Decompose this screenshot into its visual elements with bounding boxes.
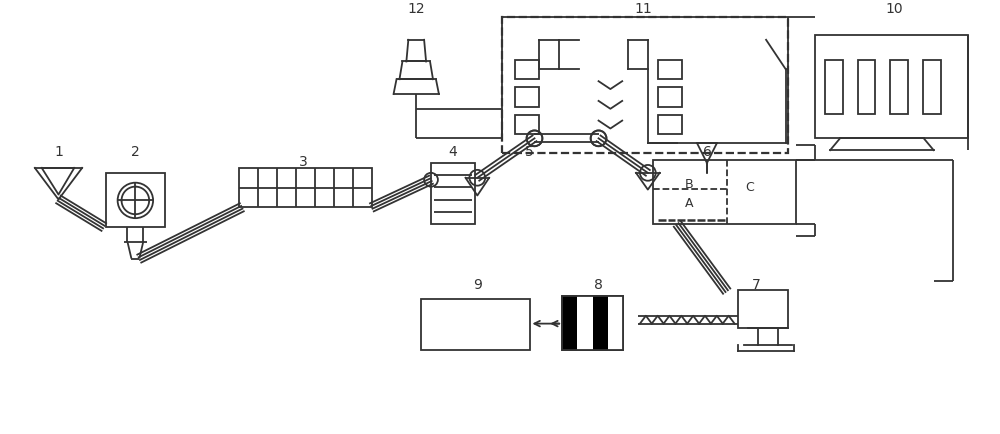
- Text: 4: 4: [448, 145, 457, 159]
- Bar: [562, 296, 623, 350]
- Bar: [562, 296, 623, 350]
- Bar: [421, 299, 530, 350]
- Bar: [106, 174, 165, 227]
- Bar: [825, 60, 843, 115]
- Bar: [515, 60, 539, 80]
- Text: 9: 9: [473, 277, 482, 291]
- Text: 11: 11: [634, 2, 652, 16]
- Text: C: C: [745, 180, 754, 193]
- Bar: [431, 164, 475, 224]
- Text: 10: 10: [885, 2, 903, 16]
- Text: 8: 8: [594, 277, 603, 291]
- Text: 6: 6: [703, 145, 711, 159]
- Text: 2: 2: [131, 145, 140, 159]
- Text: 7: 7: [752, 277, 761, 291]
- Text: 5: 5: [525, 145, 534, 159]
- Text: 12: 12: [407, 2, 425, 16]
- Text: 3: 3: [299, 155, 307, 168]
- Bar: [658, 115, 682, 135]
- Bar: [658, 88, 682, 108]
- Bar: [658, 60, 682, 80]
- Bar: [653, 161, 796, 224]
- Bar: [239, 168, 372, 208]
- Bar: [608, 296, 623, 350]
- Bar: [923, 60, 941, 115]
- Bar: [515, 88, 539, 108]
- Text: A: A: [685, 197, 693, 210]
- Bar: [562, 296, 577, 350]
- Bar: [858, 60, 875, 115]
- Bar: [890, 60, 908, 115]
- Bar: [515, 115, 539, 135]
- Bar: [577, 296, 593, 350]
- Bar: [502, 18, 788, 154]
- Text: 1: 1: [54, 145, 63, 159]
- Bar: [738, 290, 788, 328]
- Text: B: B: [685, 177, 694, 190]
- Bar: [593, 296, 608, 350]
- Bar: [815, 36, 968, 139]
